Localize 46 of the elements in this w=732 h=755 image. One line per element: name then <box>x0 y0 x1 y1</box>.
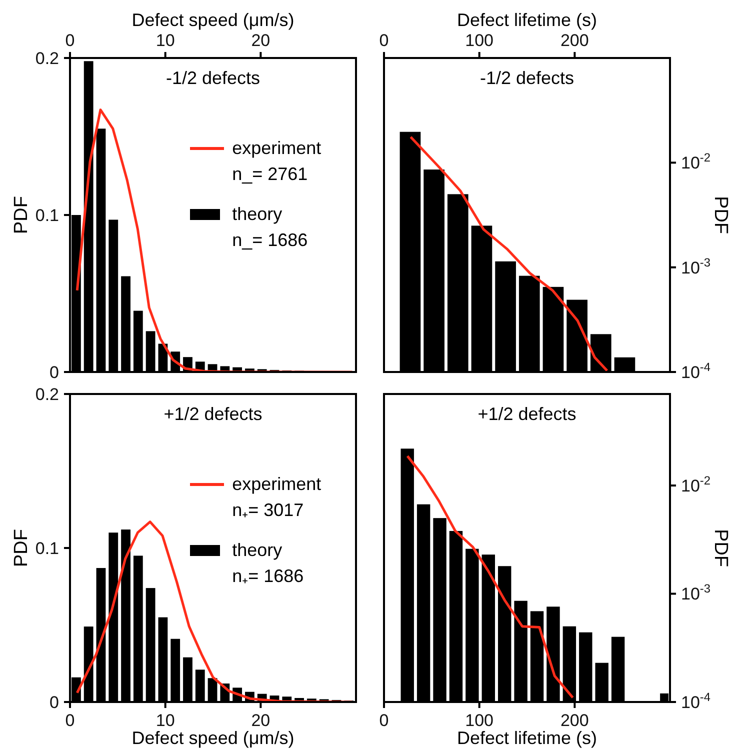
x-axis-title: Defect speed (μm/s) <box>132 10 294 30</box>
annotation: n₊= 1686 <box>232 566 304 586</box>
x-tick-label: 200 <box>560 711 589 730</box>
line-series <box>406 454 574 699</box>
x-axis-title: Defect lifetime (s) <box>456 728 598 748</box>
y2-tick-label: 10$^{-2}$ <box>681 150 711 173</box>
x-tick-label: 0 <box>65 711 75 730</box>
line-series <box>76 108 354 372</box>
x-tick-label: 200 <box>560 31 589 50</box>
x-tick-label: 20 <box>251 31 270 50</box>
x-tick-label: 0 <box>379 31 389 50</box>
y2-tick-label: 10$^{-2}$ <box>681 473 711 496</box>
x-tick-label: 100 <box>465 31 494 50</box>
x-tick-label: 10 <box>156 31 175 50</box>
text: -1/2 defects <box>166 68 260 88</box>
y-tick-label: 0 <box>50 693 59 712</box>
annotation: n₊= 3017 <box>232 500 304 520</box>
y-axis-title: PDF <box>11 529 32 567</box>
x-tick-label: 0 <box>65 31 75 50</box>
legend-label: theory <box>232 540 282 560</box>
y2-tick-label: 10$^{-3}$ <box>681 255 711 278</box>
y-tick-label: 0.2 <box>35 49 59 68</box>
y2-axis-title: PDF <box>710 529 731 567</box>
y2-axis-title: PDF <box>710 196 731 234</box>
text: +1/2 defects <box>164 404 262 424</box>
x-tick-label: 20 <box>251 711 270 730</box>
y-tick-label: 0 <box>50 363 59 382</box>
y2-tick-label: 10$^{-3}$ <box>681 582 711 604</box>
y2-tick-label: 10$^{-4}$ <box>681 360 711 382</box>
legend-label: theory <box>232 204 282 224</box>
annotation: n_= 1686 <box>232 230 308 250</box>
text: -1/2 defects <box>480 68 574 88</box>
annotation: n_= 2761 <box>232 164 308 184</box>
x-axis-title: Defect speed (μm/s) <box>132 728 294 748</box>
text: +1/2 defects <box>478 404 576 424</box>
y-tick-label: 0.1 <box>35 539 59 558</box>
x-tick-label: 0 <box>379 711 389 730</box>
x-tick-label: 100 <box>465 711 494 730</box>
y-axis-title: PDF <box>11 196 32 234</box>
legend-label: experiment <box>232 138 322 158</box>
legend-label: experiment <box>232 474 322 494</box>
x-tick-label: 10 <box>156 711 175 730</box>
y-tick-label: 0.2 <box>35 385 59 404</box>
y2-tick-label: 10$^{-4}$ <box>681 690 711 712</box>
y-tick-label: 0.1 <box>35 206 59 225</box>
x-axis-title: Defect lifetime (s) <box>456 10 598 30</box>
